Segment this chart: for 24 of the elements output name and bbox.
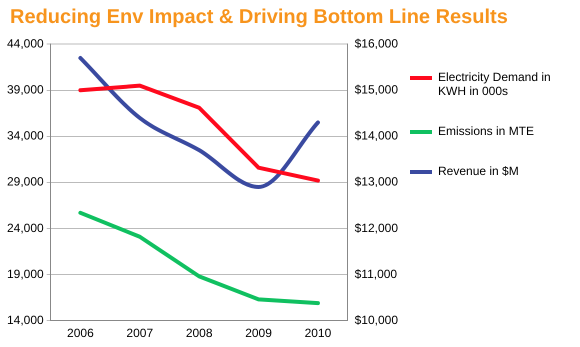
y-tick-label: 34,000 <box>7 128 44 143</box>
y2-tick-label: $13,000 <box>354 174 398 189</box>
legend-label: Electricity Demand in KWH in 000s <box>438 70 552 98</box>
y-tick-label: 14,000 <box>7 312 44 327</box>
y-tick-label: 29,000 <box>7 174 44 189</box>
y2-tick-label: $10,000 <box>354 312 398 327</box>
y-tick-label: 44,000 <box>7 36 44 51</box>
legend-label: Revenue in $M <box>438 164 519 178</box>
y-tick-label: 24,000 <box>7 220 44 235</box>
y-tick-label: 19,000 <box>7 266 44 281</box>
y2-tick-label: $16,000 <box>354 36 398 51</box>
legend-label: Emissions in MTE <box>438 124 534 138</box>
x-tick-label: 2007 <box>126 326 154 340</box>
y2-tick-label: $14,000 <box>354 128 398 143</box>
x-tick-label: 2010 <box>304 326 332 340</box>
x-tick-label: 2008 <box>186 326 213 340</box>
y2-tick-label: $12,000 <box>354 220 398 235</box>
line-series <box>78 56 320 190</box>
x-tick-label: 2009 <box>245 326 272 340</box>
x-tick-label: 2006 <box>67 326 94 340</box>
y2-tick-label: $11,000 <box>354 266 398 281</box>
chart-title: Reducing Env Impact & Driving Bottom Line Results <box>10 6 508 29</box>
y-tick-label: 39,000 <box>7 82 44 97</box>
y2-tick-label: $15,000 <box>354 82 398 97</box>
